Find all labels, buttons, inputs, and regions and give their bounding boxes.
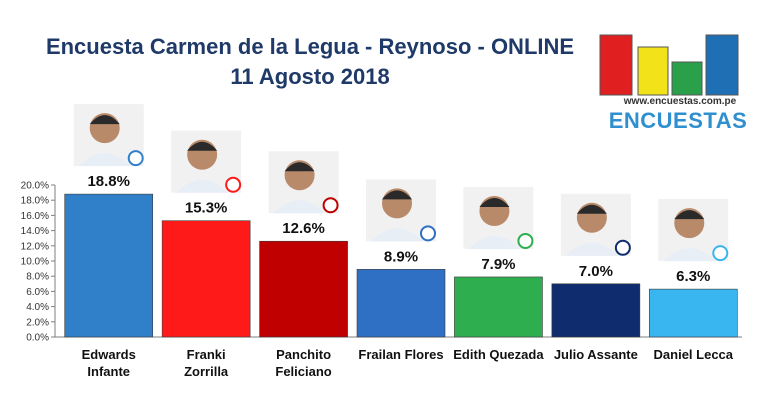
y-tick-label: 10.0% — [21, 257, 49, 268]
star-party-icon — [322, 197, 339, 214]
y-tick-label: 8.0% — [26, 272, 49, 283]
bar — [454, 276, 543, 338]
logo-bar — [705, 34, 739, 96]
y-tick-label: 18.0% — [21, 196, 49, 207]
x-tick-label: Panchito Feliciano — [275, 347, 331, 379]
y-tick-label: 4.0% — [26, 302, 49, 313]
logo-bar — [599, 34, 633, 96]
y-tick-label: 2.0% — [26, 317, 49, 328]
data-label: 6.3% — [676, 268, 710, 285]
fuerza-callao-icon — [127, 150, 144, 167]
vamos-peru-icon — [225, 176, 242, 193]
y-tick-label: 12.0% — [21, 241, 49, 252]
chart-subtitle-date: 11 Agosto 2018 — [230, 64, 390, 89]
podemos-icon — [614, 239, 631, 256]
candidate-photo — [171, 130, 242, 193]
bar — [161, 220, 251, 338]
y-tick-label: 6.0% — [26, 287, 49, 298]
data-label: 18.8% — [87, 173, 130, 190]
y-tick-label: 20.0% — [21, 181, 49, 192]
y-tick-label: 0.0% — [26, 333, 49, 344]
x-tick-label: Frailan Flores — [358, 347, 443, 362]
data-label: 12.6% — [282, 220, 325, 237]
x-tick-label: Edwards Infante — [82, 347, 136, 379]
y-tick-label: 14.0% — [21, 226, 49, 237]
bar — [356, 269, 446, 338]
logo-bar — [637, 46, 669, 96]
x-tick-label: Franki Zorrilla — [184, 347, 229, 379]
ppc-party-icon — [517, 232, 534, 249]
bar — [648, 288, 738, 338]
x-tick-label: Julio Assante — [554, 347, 638, 362]
logo-name: ENCUESTAS — [608, 108, 748, 133]
logo-bar — [671, 61, 703, 96]
bar — [259, 240, 348, 338]
accion-popular-icon — [712, 245, 729, 262]
y-tick-label: 16.0% — [21, 211, 49, 222]
x-tick-label: Edith Quezada — [453, 347, 544, 362]
data-label: 7.9% — [481, 256, 515, 273]
logo-url: www.encuestas.com.pe — [623, 96, 737, 107]
x-tick-label: Daniel Lecca — [654, 347, 734, 362]
bar — [551, 283, 641, 338]
bar — [64, 193, 154, 338]
data-label: 15.3% — [185, 200, 228, 217]
data-label: 8.9% — [384, 248, 418, 265]
chart-title: Encuesta Carmen de la Legua - Reynoso - … — [45, 34, 575, 59]
data-label: 7.0% — [579, 263, 613, 280]
pn-party-icon — [420, 225, 436, 242]
